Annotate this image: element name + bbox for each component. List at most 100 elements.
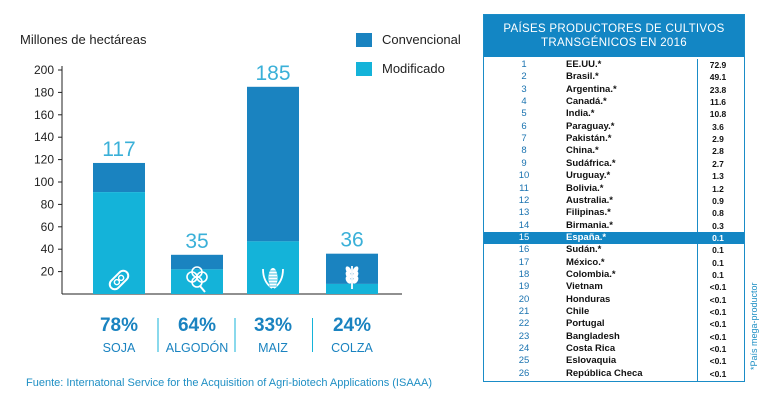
row-value: 2.9 [712, 134, 724, 145]
row-country: Birmania.* [566, 219, 613, 231]
row-country: Sudáfrica.* [566, 157, 616, 169]
category-label: SOJA [103, 341, 136, 355]
value-column-divider [697, 59, 698, 381]
table-row: 4 Canadá.* 11.6 [484, 96, 744, 108]
table-row: 10 Uruguay.* 1.3 [484, 170, 744, 182]
soy-icon [108, 269, 130, 291]
legend-swatch-modificado [356, 61, 372, 76]
table-title: PAÍSES PRODUCTORES DE CULTIVOS TRANSGÉNI… [484, 15, 744, 57]
row-rank: 1 [521, 59, 527, 70]
row-value: 3.6 [712, 121, 724, 132]
row-rank: 10 [518, 170, 530, 182]
row-country: Portugal [566, 318, 605, 330]
table-row: 16 Sudán.* 0.1 [484, 244, 744, 256]
table-row: 17 México.* 0.1 [484, 257, 744, 269]
y-tick-label: 160 [34, 108, 54, 122]
table-row: 6 Paraguay.* 3.6 [484, 121, 744, 133]
category-label: ALGODÓN [166, 340, 229, 355]
row-country: Argentina.* [566, 83, 617, 95]
table-row: 5 India.* 10.8 [484, 108, 744, 120]
row-value: <0.1 [709, 344, 727, 355]
row-rank: 6 [521, 120, 527, 132]
row-value: <0.1 [709, 331, 727, 342]
row-rank: 7 [521, 133, 527, 145]
table-row: 21 Chile <0.1 [484, 306, 744, 318]
row-country: Honduras [566, 293, 611, 305]
row-value: 2.8 [712, 146, 724, 157]
row-country: Vietnam [566, 281, 603, 293]
bar-convencional [171, 254, 223, 270]
y-tick-label: 80 [41, 197, 55, 211]
row-value: 0.1 [712, 269, 724, 280]
bar-total-label: 185 [255, 62, 290, 85]
table-row: 20 Honduras <0.1 [484, 294, 744, 306]
y-tick-label: 20 [41, 265, 55, 279]
row-rank: 12 [518, 194, 530, 206]
legend-item-modificado: Modificado [356, 61, 445, 76]
table-row: 8 China.* 2.8 [484, 145, 744, 157]
row-country: Bangladesh [566, 330, 620, 342]
row-value: 23.8 [709, 84, 727, 95]
row-rank: 23 [518, 330, 530, 342]
row-rank: 14 [518, 219, 530, 231]
bar-convencional [93, 162, 145, 193]
y-tick-label: 60 [41, 220, 55, 234]
table-row: 18 Colombia.* 0.1 [484, 269, 744, 281]
row-value: <0.1 [709, 282, 727, 293]
bar-modificado [171, 269, 223, 294]
row-value: 0.9 [712, 195, 724, 206]
row-rank: 15 [518, 231, 530, 243]
y-tick-label: 180 [34, 85, 54, 99]
table-title-line2: TRANSGÉNICOS EN 2016 [541, 37, 687, 49]
table-row: 23 Bangladesh <0.1 [484, 331, 744, 343]
row-country: Costa Rica [566, 343, 616, 355]
table-row: 7 Pakistán.* 2.9 [484, 133, 744, 145]
percent-label: 64% [178, 315, 216, 336]
row-country: México.* [566, 256, 605, 268]
row-value: 72.9 [709, 60, 727, 70]
row-rank: 18 [518, 268, 530, 280]
row-value: 0.8 [712, 208, 724, 219]
row-country: Canadá.* [566, 96, 607, 108]
row-value: <0.1 [709, 294, 727, 305]
row-country: Pakistán.* [566, 133, 612, 145]
category-label: COLZA [331, 341, 373, 355]
row-rank: 13 [518, 207, 530, 219]
row-value: 10.8 [709, 109, 727, 120]
mega-producer-note: *País mega-productor [749, 282, 759, 370]
table-row: 2 Brasil.* 49.1 [484, 71, 744, 83]
row-value: 11.6 [709, 97, 727, 108]
row-rank: 9 [521, 157, 527, 169]
row-rank: 21 [518, 306, 530, 317]
row-rank: 3 [521, 83, 527, 95]
row-country: Eslovaquia [566, 355, 617, 367]
corn-icon [262, 268, 284, 289]
y-axis-label: Millones de hectáreas [20, 32, 147, 47]
row-rank: 8 [521, 145, 527, 157]
legend-label-modificado: Modificado [382, 61, 445, 76]
row-value: <0.1 [709, 307, 727, 317]
percent-label: 24% [333, 315, 371, 336]
percent-label: 78% [100, 315, 138, 336]
row-rank: 4 [521, 96, 527, 108]
table-row: 25 Eslovaquia <0.1 [484, 355, 744, 367]
y-tick-label: 40 [41, 242, 55, 256]
row-value: 0.1 [712, 245, 724, 256]
row-country: Brasil.* [566, 71, 599, 83]
row-rank: 25 [518, 355, 530, 367]
row-rank: 5 [521, 108, 527, 120]
table-row: 15 España.* 0.1 [484, 231, 744, 245]
row-value: 1.3 [712, 171, 724, 182]
row-rank: 2 [521, 71, 527, 83]
countries-table: PAÍSES PRODUCTORES DE CULTIVOS TRANSGÉNI… [483, 14, 745, 382]
row-rank: 11 [519, 182, 529, 194]
row-country: EE.UU.* [566, 59, 602, 70]
row-country: Bolivia.* [566, 182, 604, 194]
table-row: 14 Birmania.* 0.3 [484, 220, 744, 232]
row-country: Australia.* [566, 194, 613, 206]
y-tick-label: 140 [34, 130, 54, 144]
source-note: Fuente: Internatonal Service for the Acq… [26, 377, 433, 389]
table-row: 19 Vietnam <0.1 [484, 281, 744, 293]
row-value: 0.3 [712, 220, 724, 231]
bar-total-label: 36 [340, 229, 363, 252]
